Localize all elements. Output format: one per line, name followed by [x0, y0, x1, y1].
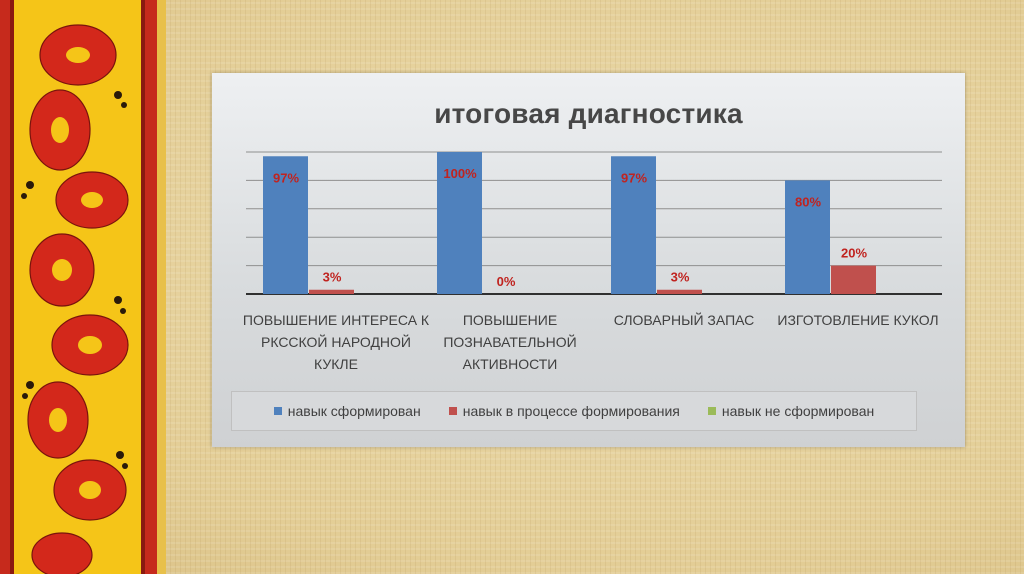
- bar-1-4: [785, 180, 830, 294]
- category-label: РКССКОЙ НАРОДНОЙ: [261, 333, 411, 350]
- category-label: СЛОВАРНЫЙ ЗАПАС: [614, 311, 755, 328]
- data-label: 80%: [795, 194, 821, 209]
- bar-2-1: [309, 289, 354, 294]
- chart-legend: навык сформирован навык в процессе формир…: [231, 391, 917, 431]
- category-label: КУКЛЕ: [314, 356, 358, 372]
- bar-1-1: [263, 156, 308, 294]
- bar-1-2: [437, 152, 482, 294]
- category-label: ПОЗНАВАТЕЛЬНОЙ: [443, 333, 576, 350]
- legend-label: навык не сформирован: [721, 403, 875, 419]
- khokhloma-border-ornament: [0, 0, 166, 574]
- category-label: АКТИВНОСТИ: [463, 356, 558, 372]
- legend-swatch: [707, 407, 716, 415]
- data-label: 97%: [621, 170, 647, 185]
- bar-1-3: [611, 156, 656, 294]
- chart-title: итоговая диагностика: [434, 98, 743, 129]
- category-label: ПОВЫШЕНИЕ: [463, 312, 557, 328]
- category-label: ПОВЫШЕНИЕ ИНТЕРЕСА К: [243, 312, 430, 328]
- legend-label: навык в процессе формирования: [462, 403, 680, 419]
- legend-swatch: [448, 407, 457, 415]
- data-label: 0%: [497, 274, 516, 289]
- data-label: 20%: [841, 246, 867, 261]
- data-label: 3%: [323, 270, 342, 285]
- category-label: ИЗГОТОВЛЕНИЕ КУКОЛ: [777, 312, 938, 328]
- legend-item: навык сформирован: [273, 403, 421, 419]
- legend-item: навык в процессе формирования: [448, 403, 680, 419]
- bar-2-3: [657, 289, 702, 294]
- data-label: 100%: [443, 166, 477, 181]
- legend-label: навык сформирован: [287, 403, 421, 419]
- data-label: 3%: [671, 270, 690, 285]
- chart-panel: [212, 73, 965, 447]
- bar-2-4: [831, 265, 876, 294]
- legend-swatch: [273, 407, 282, 415]
- legend-item: навык не сформирован: [707, 403, 875, 419]
- data-label: 97%: [273, 170, 299, 185]
